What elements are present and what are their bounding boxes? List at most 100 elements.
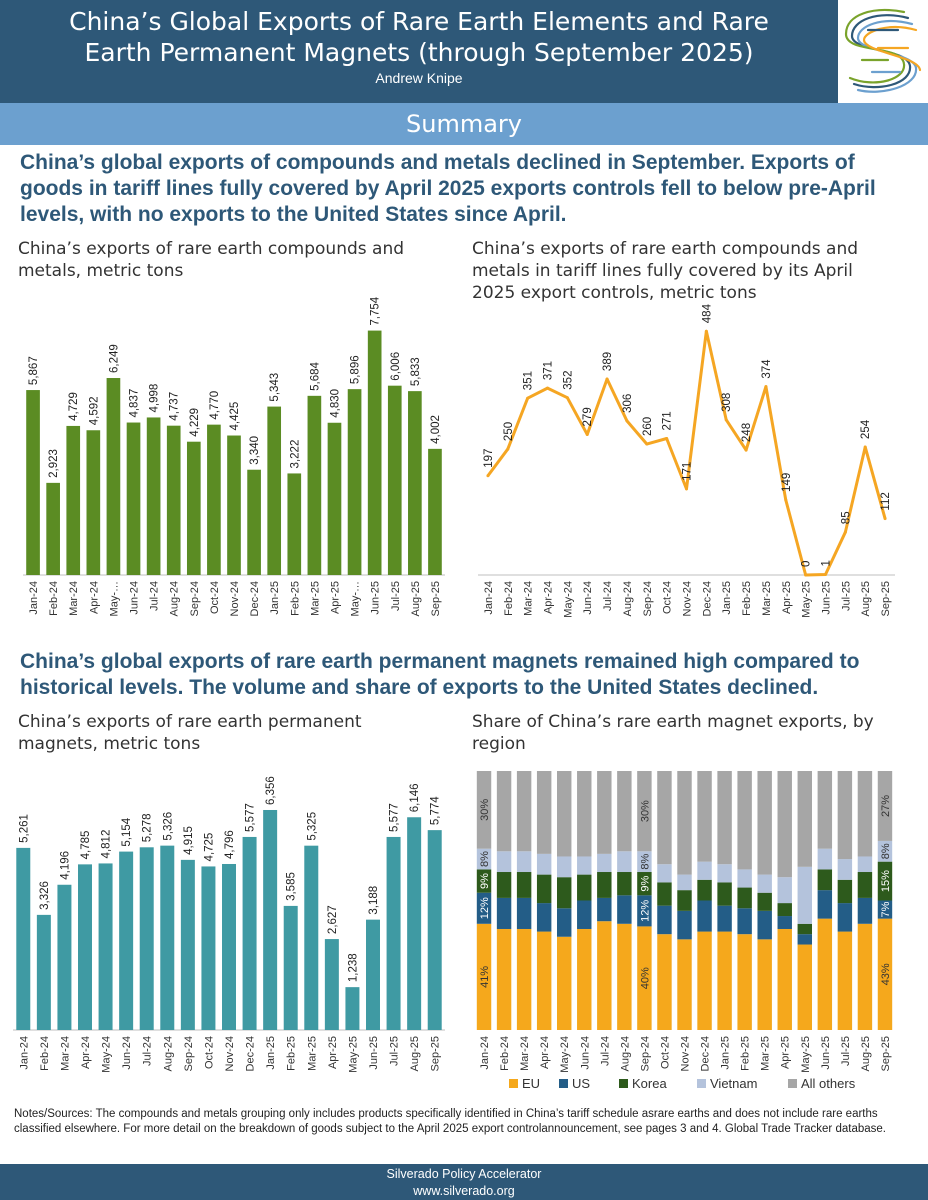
shares-segment-vietnam (877, 840, 893, 862)
shares-segment-all-others (797, 771, 813, 867)
shares-tick-label: May-25 (800, 1036, 812, 1073)
compounds-bar (227, 435, 241, 575)
shares-segment-all-others (757, 771, 772, 875)
magnets-bar (283, 905, 298, 1030)
shares-tick-label: Mar-24 (519, 1036, 531, 1071)
magnets-bar (98, 863, 113, 1030)
shares-tick-label: May-24 (559, 1036, 571, 1073)
magnets-data-label: 1,238 (347, 953, 359, 982)
magnets-data-label: 5,278 (142, 814, 154, 843)
shares-segment-eu (757, 939, 772, 1030)
controlled-point (526, 396, 530, 400)
controlled-point (585, 432, 589, 436)
shares-segment-vietnam (556, 856, 572, 878)
shares-segment-korea (476, 869, 492, 893)
shares-segment-eu (797, 944, 813, 1030)
shares-segment-korea (837, 879, 853, 904)
shares-segment-korea (737, 887, 752, 909)
magnets-bar (139, 847, 154, 1030)
shares-segment-korea (657, 882, 672, 906)
controlled-data-label: 85 (840, 511, 852, 524)
magnets-data-label: 3,326 (39, 881, 51, 910)
shares-segment-all-others (637, 771, 652, 852)
shares-segment-vietnam (737, 869, 752, 888)
magnets-data-label: 2,627 (327, 905, 339, 934)
magnets-data-label: 5,577 (245, 803, 257, 832)
compounds-data-label: 7,754 (370, 296, 382, 325)
controlled-tick-label: Oct-24 (662, 581, 674, 614)
shares-data-label: 8% (639, 853, 651, 869)
shares-data-label: 30% (639, 800, 651, 822)
shares-segment-eu (857, 923, 873, 1030)
shares-tick-label: Apr-24 (539, 1036, 551, 1069)
compounds-tick-label: Nov-24 (229, 581, 241, 616)
magnets-data-label: 4,785 (80, 831, 92, 860)
shares-segment-korea (817, 869, 833, 891)
controlled-data-label: 271 (662, 411, 674, 430)
compounds-bar (387, 385, 402, 575)
shares-segment-korea (857, 872, 873, 898)
controlled-point (625, 419, 629, 423)
magnets-tick-label: Dec-24 (245, 1036, 257, 1071)
shares-tick-label: Oct-24 (659, 1036, 671, 1069)
controlled-point (883, 517, 887, 521)
shares-segment-vietnam (677, 874, 692, 891)
controlled-tick-label: Feb-24 (503, 581, 515, 616)
shares-segment-eu (617, 923, 632, 1030)
shares-segment-us (837, 903, 853, 932)
shares-segment-us (817, 890, 833, 919)
compounds-tick-label: Aug-24 (169, 581, 181, 616)
compounds-tick-label: Oct-24 (209, 581, 221, 614)
shares-segment-us (797, 934, 813, 945)
compounds-tick-label: Feb-25 (289, 581, 301, 616)
controlled-data-label: 351 (523, 371, 535, 390)
magnets-data-label: 4,796 (224, 830, 236, 859)
controlled-data-label: 306 (622, 394, 634, 413)
controlled-data-label: 374 (761, 359, 773, 379)
controlled-data-label: 250 (503, 422, 515, 441)
magnets-bar (263, 809, 278, 1030)
shares-tick-label: Sep-24 (639, 1036, 651, 1071)
shares-segment-korea (496, 872, 512, 898)
silverado-logo-icon (844, 8, 922, 93)
shares-segment-eu (737, 934, 752, 1030)
magnets-tick-label: Jan-24 (18, 1036, 30, 1070)
shares-segment-vietnam (857, 856, 873, 873)
shares-data-label: 15% (880, 870, 892, 892)
shares-segment-us (476, 892, 492, 924)
controlled-tick-label: Apr-25 (781, 581, 793, 614)
compounds-tick-label: Mar-24 (68, 581, 80, 616)
shares-segment-all-others (496, 771, 512, 852)
controlled-tick-label: Sep-25 (880, 581, 892, 616)
chart-magnets: 5,261 3,326 4,196 4,785 4,812 5,154 5,278 5,326… (13, 776, 445, 1073)
magnets-tick-label: Jul-24 (142, 1036, 154, 1066)
controlled-tick-label: Nov-24 (682, 581, 694, 616)
legend-swatch (788, 1079, 797, 1088)
shares-segment-eu (697, 931, 712, 1030)
controlled-data-label: 279 (582, 407, 594, 426)
compounds-bar (46, 482, 60, 575)
compounds-bar (26, 390, 40, 575)
compounds-data-label: 5,867 (28, 356, 40, 385)
magnets-tick-label: Mar-25 (306, 1036, 318, 1071)
shares-segment-vietnam (717, 864, 732, 883)
footer-url[interactable]: www.silverado.org (413, 1184, 515, 1198)
compounds-tick-label: Sep-25 (430, 581, 442, 616)
controlled-point (486, 474, 490, 478)
shares-data-label: 43% (880, 963, 892, 985)
controlled-point (685, 487, 688, 491)
compounds-bar (347, 389, 362, 575)
shares-segment-us (496, 897, 512, 929)
magnets-tick-label: Jun-24 (121, 1036, 133, 1070)
controlled-point (764, 385, 768, 389)
shares-segment-eu (597, 921, 612, 1030)
shares-data-label: 8% (479, 851, 491, 867)
magnets-bar (201, 866, 216, 1030)
shares-segment-all-others (476, 771, 492, 849)
shares-segment-korea (777, 903, 792, 917)
compounds-data-label: 5,343 (269, 373, 281, 402)
magnets-data-label: 5,325 (306, 812, 318, 841)
chart-controlled: 197 250 351 371 352 279 389 306 260 271 171 484 308 2… (478, 303, 895, 618)
legend-label: US (572, 1076, 590, 1091)
shares-segment-vietnam (657, 864, 672, 883)
